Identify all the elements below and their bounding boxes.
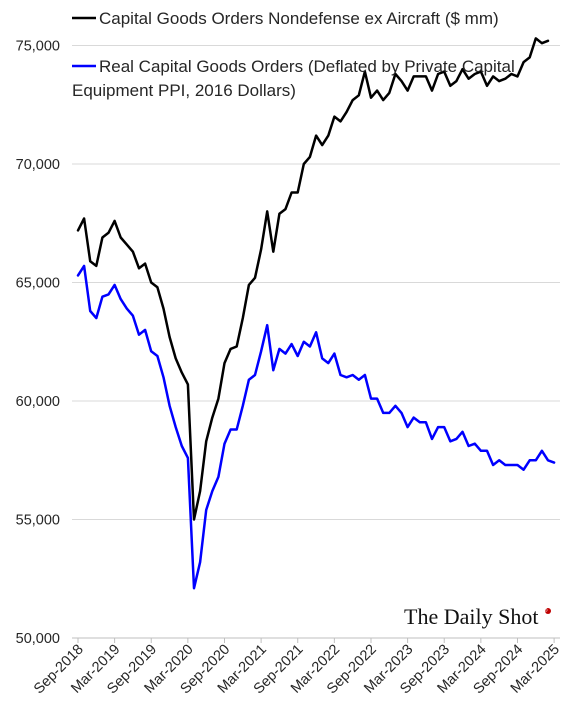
x-axis-tick-labels: Sep-2018Mar-2019Sep-2019Mar-2020Sep-2020… bbox=[31, 638, 563, 697]
series-line-real bbox=[76, 264, 556, 590]
series-lines bbox=[76, 37, 556, 590]
legend: Capital Goods Orders Nondefense ex Aircr… bbox=[72, 9, 519, 100]
y-tick-label: 60,000 bbox=[16, 394, 60, 410]
legend-label-real: Real Capital Goods Orders (Deflated by P… bbox=[72, 57, 519, 100]
y-tick-label: 75,000 bbox=[16, 39, 60, 55]
watermark-text: The Daily Shot bbox=[404, 604, 538, 629]
y-tick-label: 65,000 bbox=[16, 276, 60, 292]
legend-label-real-line-1: Real Capital Goods Orders (Deflated by P… bbox=[99, 57, 515, 76]
legend-label-real-line-2: Equipment PPI, 2016 Dollars) bbox=[72, 81, 296, 100]
series-line-nominal bbox=[76, 37, 550, 521]
legend-label-nominal: Capital Goods Orders Nondefense ex Aircr… bbox=[99, 9, 499, 28]
watermark: The Daily Shot ® bbox=[404, 604, 551, 629]
y-tick-label: 55,000 bbox=[16, 513, 60, 529]
y-tick-label: 70,000 bbox=[16, 157, 60, 173]
gridlines bbox=[72, 45, 560, 521]
watermark-mark: ® bbox=[544, 607, 548, 614]
y-tick-label: 50,000 bbox=[16, 631, 60, 647]
y-axis-tick-labels: 50,000 55,000 60,000 65,000 70,000 75,000 bbox=[16, 39, 60, 647]
watermark-mark-icon bbox=[545, 608, 551, 614]
